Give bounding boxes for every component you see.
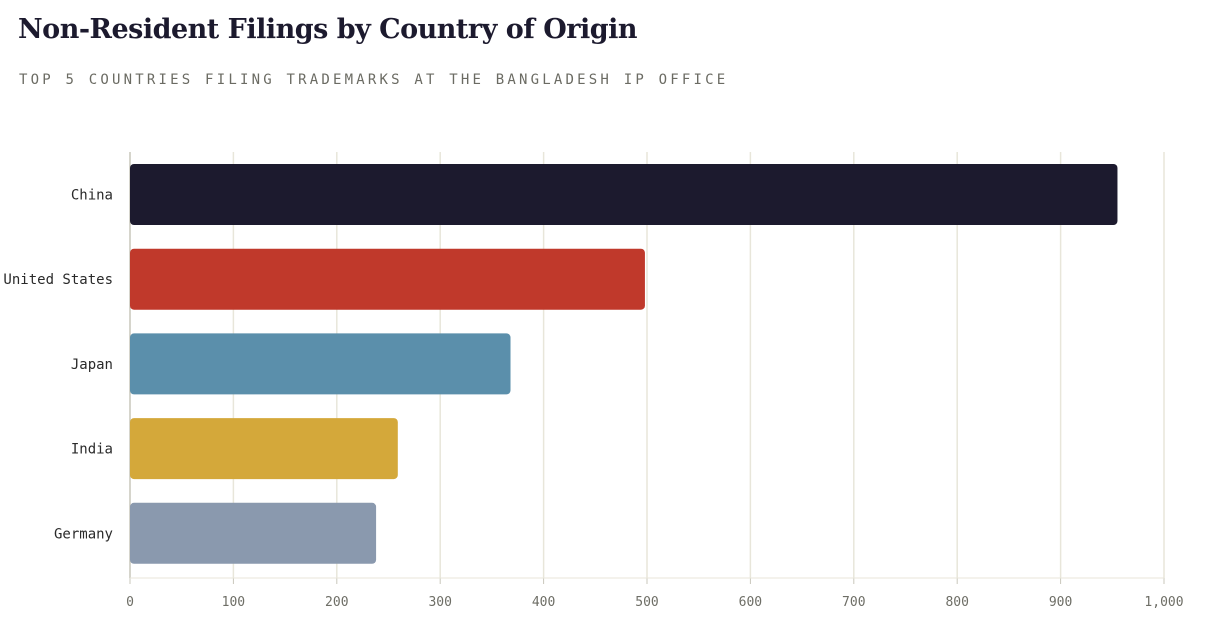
x-tick-label: 200 bbox=[325, 595, 348, 610]
chart-title: Non-Resident Filings by Country of Origi… bbox=[18, 14, 638, 45]
category-label: China bbox=[71, 188, 113, 204]
category-label: United States bbox=[3, 272, 113, 288]
x-tick-label: 800 bbox=[945, 595, 968, 610]
category-label: Japan bbox=[71, 357, 113, 373]
category-label: India bbox=[71, 442, 113, 458]
x-tick-label: 900 bbox=[1049, 595, 1072, 610]
x-tick-label: 100 bbox=[222, 595, 245, 610]
x-tick-label: 600 bbox=[739, 595, 762, 610]
bar-japan bbox=[130, 333, 511, 395]
x-tick-label: 500 bbox=[635, 595, 658, 610]
bar-united-states bbox=[130, 248, 645, 310]
x-tick-label: 1,000 bbox=[1144, 595, 1183, 610]
x-tick-label: 300 bbox=[428, 595, 451, 610]
x-tick-label: 700 bbox=[842, 595, 865, 610]
category-labels: China United States Japan India Germany bbox=[3, 188, 113, 543]
bar-china bbox=[130, 164, 1118, 225]
x-axis-ticks: 0 100 200 300 400 500 600 700 800 900 1,000 bbox=[126, 595, 1183, 610]
chart-subtitle: TOP 5 COUNTRIES FILING TRADEMARKS AT THE… bbox=[19, 72, 729, 88]
bar-india bbox=[130, 418, 398, 480]
category-label: Germany bbox=[54, 526, 113, 542]
x-tick-label: 0 bbox=[126, 595, 134, 610]
bar-germany bbox=[130, 502, 377, 564]
x-tick-label: 400 bbox=[532, 595, 555, 610]
bars bbox=[130, 164, 1118, 564]
